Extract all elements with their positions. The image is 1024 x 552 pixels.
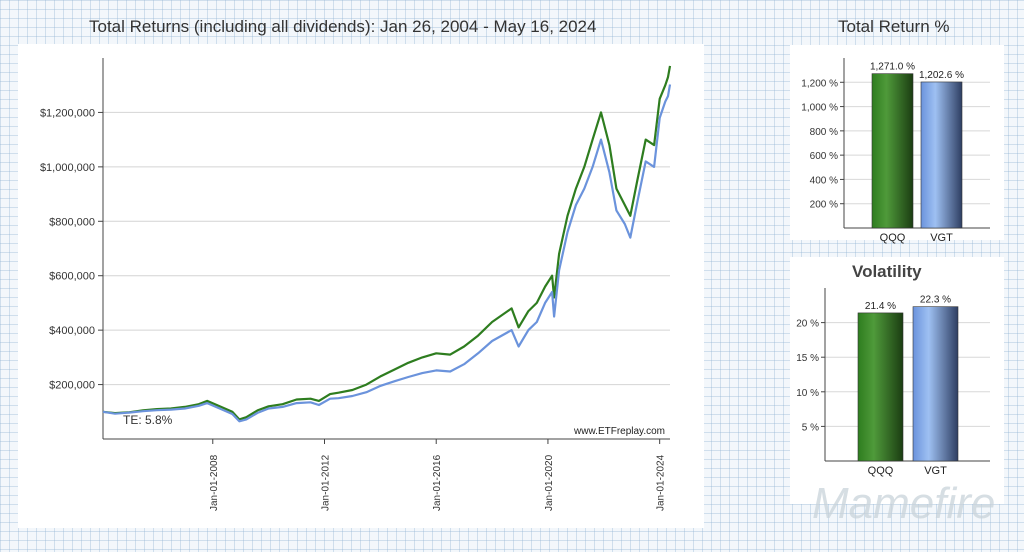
total-return-value-label: 1,271.0 % — [870, 62, 915, 73]
volatility-category-label: QQQ — [868, 465, 894, 477]
volatility-category-label: VGT — [924, 465, 947, 477]
mamefire-watermark: Mamefire — [812, 479, 995, 528]
volatility-y-tick-label: 5 % — [802, 422, 819, 433]
x-tick-label: Jan-01-2016 — [432, 454, 443, 511]
volatility-value-label: 21.4 % — [865, 301, 896, 312]
volatility-y-tick-label: 15 % — [796, 353, 819, 364]
total-return-y-tick-label: 400 % — [810, 175, 838, 186]
x-tick-label: Jan-01-2024 — [656, 454, 667, 511]
main-chart-title: Total Returns (including all dividends):… — [89, 17, 597, 36]
volatility-bar-qqq — [857, 312, 904, 462]
x-tick-label: Jan-01-2008 — [209, 454, 220, 511]
volatility-y-tick-label: 20 % — [796, 319, 819, 330]
series-line-blue — [102, 84, 672, 423]
volatility-bar-vgt — [912, 306, 959, 462]
y-tick-label: $200,000 — [49, 380, 95, 392]
total-return-category-label: VGT — [930, 232, 953, 244]
total-return-y-tick-label: 200 % — [810, 200, 838, 211]
series-line-green — [102, 65, 672, 421]
main-chart-panel — [18, 44, 704, 528]
total-return-bar-qqq — [871, 73, 914, 229]
total-return-y-tick-label: 1,000 % — [801, 103, 838, 114]
volatility-value-label: 22.3 % — [920, 295, 951, 306]
x-tick-label: Jan-01-2012 — [320, 454, 331, 511]
y-tick-label: $800,000 — [49, 216, 95, 228]
volatility-y-tick-label: 10 % — [796, 388, 819, 399]
total-return-y-tick-label: 800 % — [810, 127, 838, 138]
source-label: www.ETFreplay.com — [573, 426, 665, 437]
total-return-title: Total Return % — [838, 17, 950, 36]
y-tick-label: $600,000 — [49, 271, 95, 283]
y-tick-label: $1,200,000 — [40, 107, 95, 119]
volatility-title: Volatility — [852, 262, 922, 281]
total-return-y-tick-label: 1,200 % — [801, 78, 838, 89]
y-tick-label: $1,000,000 — [40, 162, 95, 174]
total-return-value-label: 1,202.6 % — [919, 70, 964, 81]
y-tick-label: $400,000 — [49, 325, 95, 337]
total-return-y-tick-label: 600 % — [810, 151, 838, 162]
total-return-category-label: QQQ — [880, 232, 906, 244]
te-annotation: TE: 5.8% — [123, 413, 173, 427]
total-return-bar-vgt — [920, 81, 963, 229]
x-tick-label: Jan-01-2020 — [544, 454, 555, 511]
watermark-text: Mamefire — [812, 479, 995, 528]
